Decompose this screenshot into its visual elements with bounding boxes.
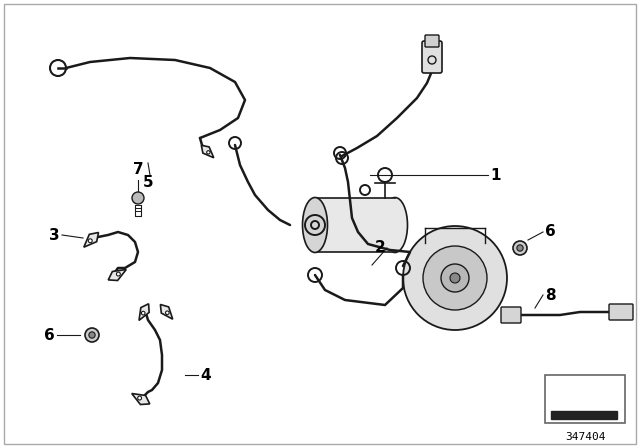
- FancyBboxPatch shape: [315, 198, 395, 252]
- Circle shape: [166, 311, 169, 314]
- Polygon shape: [551, 411, 617, 419]
- Circle shape: [132, 192, 144, 204]
- FancyBboxPatch shape: [425, 35, 439, 47]
- FancyBboxPatch shape: [609, 304, 633, 320]
- Circle shape: [89, 332, 95, 338]
- Circle shape: [116, 272, 120, 276]
- Circle shape: [441, 264, 469, 292]
- Circle shape: [517, 245, 523, 251]
- Text: 6: 6: [44, 327, 55, 343]
- Text: 6: 6: [545, 224, 556, 240]
- Ellipse shape: [303, 198, 328, 253]
- FancyBboxPatch shape: [545, 375, 625, 423]
- FancyBboxPatch shape: [422, 41, 442, 73]
- Text: 1: 1: [490, 168, 500, 182]
- Circle shape: [85, 328, 99, 342]
- Polygon shape: [132, 393, 150, 405]
- Polygon shape: [202, 145, 214, 158]
- Text: 7: 7: [132, 163, 143, 177]
- Text: 5: 5: [143, 175, 154, 190]
- Circle shape: [141, 311, 145, 315]
- Text: 8: 8: [545, 288, 556, 302]
- Circle shape: [403, 226, 507, 330]
- Polygon shape: [161, 305, 173, 319]
- Circle shape: [450, 273, 460, 283]
- Polygon shape: [139, 304, 149, 320]
- Circle shape: [513, 241, 527, 255]
- Circle shape: [138, 396, 141, 400]
- Text: 4: 4: [200, 367, 211, 383]
- Text: 3: 3: [49, 228, 60, 242]
- Text: 2: 2: [374, 241, 385, 255]
- Circle shape: [423, 246, 487, 310]
- Circle shape: [207, 151, 210, 154]
- FancyBboxPatch shape: [501, 307, 521, 323]
- Polygon shape: [108, 270, 126, 280]
- Circle shape: [88, 239, 92, 243]
- Text: 347404: 347404: [564, 432, 605, 442]
- Polygon shape: [84, 233, 99, 247]
- Ellipse shape: [383, 198, 408, 253]
